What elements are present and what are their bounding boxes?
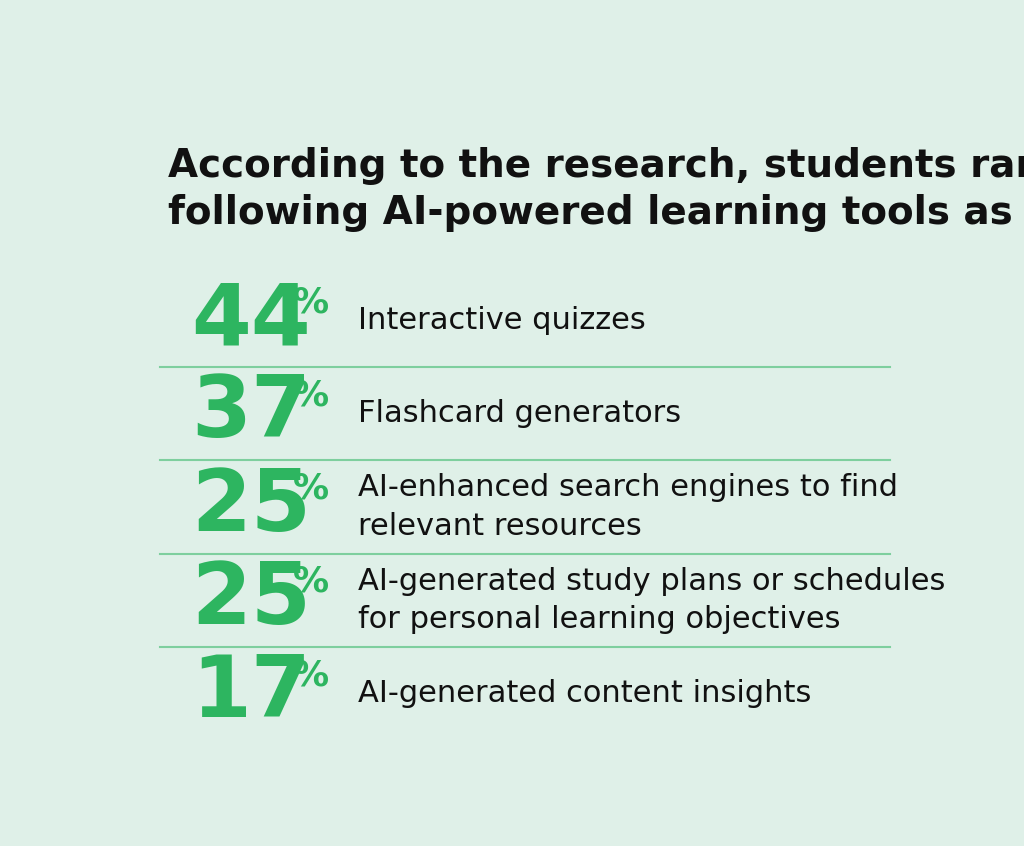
Text: %: % — [293, 285, 329, 320]
Text: %: % — [293, 379, 329, 413]
Text: Interactive quizzes: Interactive quizzes — [358, 306, 646, 335]
Text: Flashcard generators: Flashcard generators — [358, 399, 681, 428]
Text: 25: 25 — [191, 465, 311, 548]
Text: AI-enhanced search engines to find
relevant resources: AI-enhanced search engines to find relev… — [358, 474, 898, 541]
Text: AI-generated study plans or schedules
for personal learning objectives: AI-generated study plans or schedules fo… — [358, 567, 945, 634]
Text: %: % — [293, 565, 329, 599]
Text: %: % — [293, 658, 329, 692]
Text: 37: 37 — [191, 372, 311, 455]
Text: %: % — [293, 472, 329, 506]
Text: 17: 17 — [191, 651, 311, 735]
Text: 25: 25 — [191, 558, 311, 641]
Text: AI-generated content insights: AI-generated content insights — [358, 678, 811, 708]
Text: According to the research, students ranked the
following AI-powered learning too: According to the research, students rank… — [168, 147, 1024, 232]
Text: 44: 44 — [191, 279, 311, 362]
